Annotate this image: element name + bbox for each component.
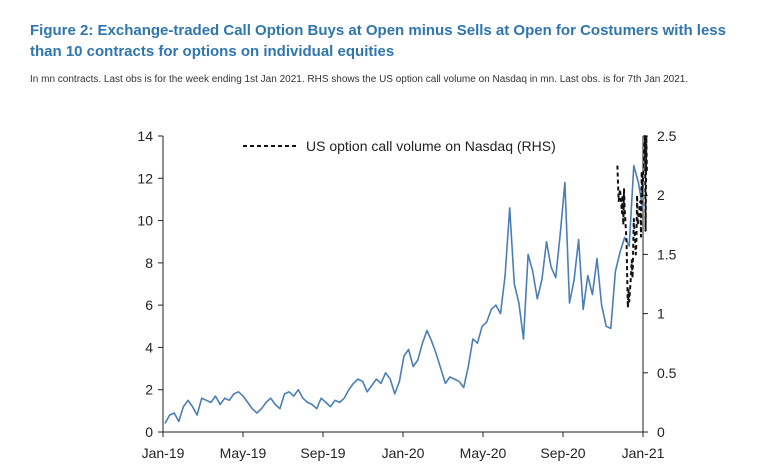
left-tick-label: 0 xyxy=(145,424,153,440)
left-tick-label: 6 xyxy=(145,297,153,313)
left-tick-label: 14 xyxy=(137,128,153,144)
right-tick-labels: 0 0.5 1 1.5 2 2.5 xyxy=(643,128,677,440)
x-tick-label: May-19 xyxy=(220,445,267,461)
rhs-series-line xyxy=(616,135,648,309)
x-tick-label: Sep-19 xyxy=(300,445,345,461)
figure-title: Figure 2: Exchange-traded Call Option Bu… xyxy=(30,22,726,60)
left-tick-label: 12 xyxy=(137,170,153,186)
x-tick-labels: Jan-19 May-19 Sep-19 Jan-20 May-20 Sep-20 Jan-… xyxy=(142,432,665,461)
right-tick-label: 2.5 xyxy=(657,128,677,144)
legend-label: US option call volume on Nasdaq (RHS) xyxy=(306,138,556,154)
chart-legend: US option call volume on Nasdaq (RHS) xyxy=(243,138,556,154)
x-tick-label: Jan-21 xyxy=(622,445,665,461)
right-tick-label: 0.5 xyxy=(657,365,677,381)
x-tick-label: May-20 xyxy=(460,445,507,461)
lhs-series-line xyxy=(164,164,644,424)
plot-area xyxy=(164,135,648,424)
left-tick-label: 4 xyxy=(145,339,153,355)
right-tick-label: 1 xyxy=(657,306,665,322)
x-tick-label: Sep-20 xyxy=(540,445,585,461)
right-tick-label: 1.5 xyxy=(657,246,677,262)
left-tick-label: 8 xyxy=(145,255,153,271)
left-tick-label: 2 xyxy=(145,382,153,398)
left-tick-label: 10 xyxy=(137,213,153,229)
right-tick-label: 2 xyxy=(657,187,665,203)
x-tick-label: Jan-20 xyxy=(382,445,425,461)
x-tick-label: Jan-19 xyxy=(142,445,185,461)
figure-note: In mn contracts. Last obs is for the wee… xyxy=(30,74,689,85)
right-tick-label: 0 xyxy=(657,424,665,440)
left-tick-labels: 0 2 4 6 8 10 12 14 xyxy=(137,128,163,440)
